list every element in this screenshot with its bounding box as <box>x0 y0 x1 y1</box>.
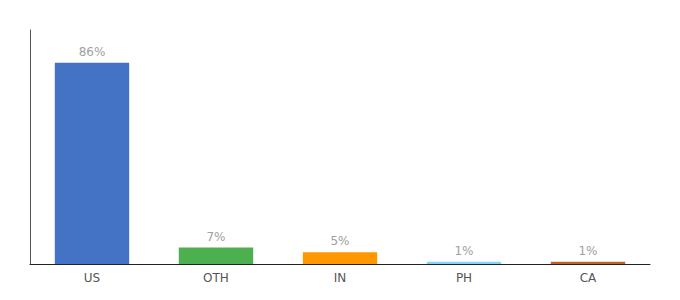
svg-text:86%: 86% <box>79 45 106 59</box>
svg-text:OTH: OTH <box>203 271 229 285</box>
svg-text:US: US <box>84 271 100 285</box>
svg-text:IN: IN <box>334 271 347 285</box>
svg-text:CA: CA <box>580 271 597 285</box>
svg-text:1%: 1% <box>454 244 473 258</box>
svg-text:1%: 1% <box>578 244 597 258</box>
svg-text:PH: PH <box>456 271 472 285</box>
svg-text:7%: 7% <box>206 230 225 244</box>
svg-text:5%: 5% <box>330 234 349 248</box>
